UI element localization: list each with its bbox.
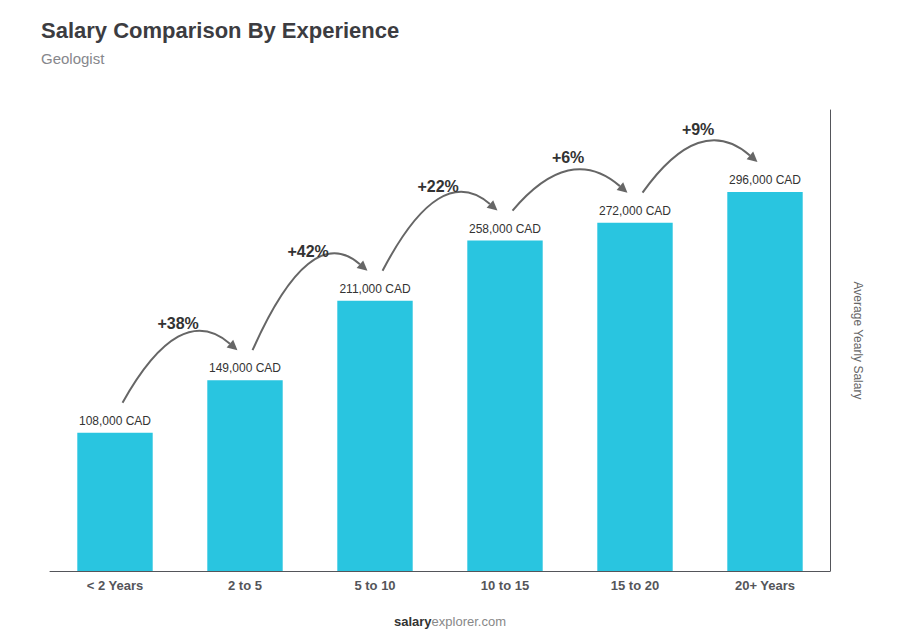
svg-text:Salary Comparison By Experienc: Salary Comparison By Experience: [41, 18, 399, 43]
svg-text:20+ Years: 20+ Years: [735, 578, 795, 593]
svg-text:15 to 20: 15 to 20: [611, 578, 659, 593]
svg-text:< 2 Years: < 2 Years: [87, 578, 144, 593]
svg-text:Average Yearly Salary: Average Yearly Salary: [851, 282, 865, 400]
svg-text:Geologist: Geologist: [41, 50, 105, 67]
svg-text:+6%: +6%: [552, 149, 584, 166]
svg-text:258,000 CAD: 258,000 CAD: [469, 222, 541, 236]
svg-text:+22%: +22%: [417, 178, 458, 195]
svg-text:salary: salary: [394, 614, 432, 629]
svg-text:+9%: +9%: [682, 121, 714, 138]
svg-text:2 to 5: 2 to 5: [228, 578, 262, 593]
svg-text:explorer.com: explorer.com: [432, 614, 506, 629]
svg-text:+42%: +42%: [287, 243, 328, 260]
svg-text:108,000 CAD: 108,000 CAD: [79, 414, 151, 428]
svg-text:211,000 CAD: 211,000 CAD: [339, 282, 410, 296]
svg-text:296,000 CAD: 296,000 CAD: [729, 173, 801, 187]
svg-text:10 to 15: 10 to 15: [481, 578, 529, 593]
svg-text:+38%: +38%: [157, 315, 198, 332]
svg-text:149,000 CAD: 149,000 CAD: [209, 361, 281, 375]
svg-text:272,000 CAD: 272,000 CAD: [599, 204, 671, 218]
svg-text:5 to 10: 5 to 10: [354, 578, 395, 593]
